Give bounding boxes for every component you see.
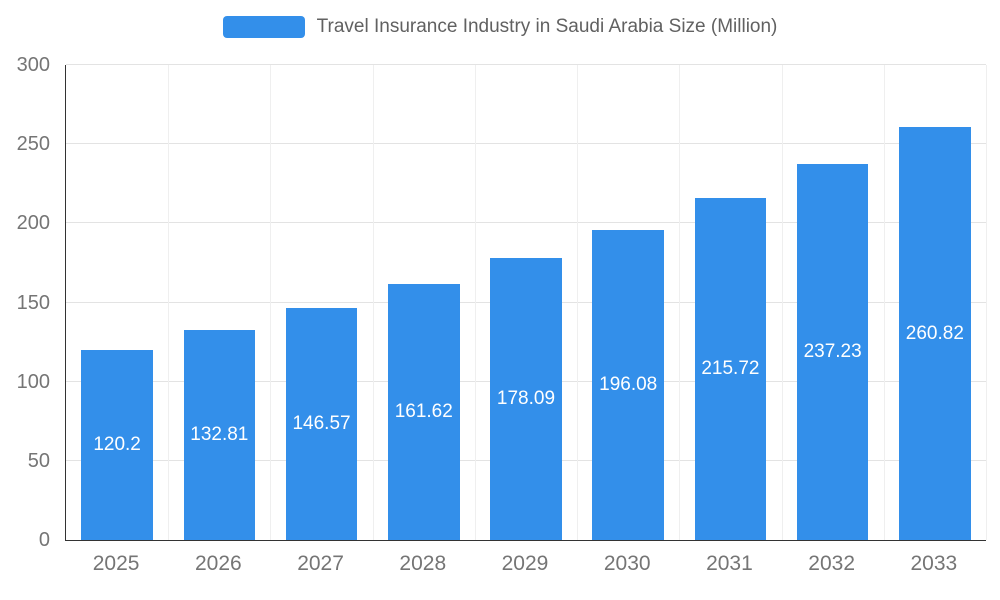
x-tick-label: 2025: [92, 552, 140, 575]
gridline-vertical: [883, 65, 885, 540]
x-tick-label: 2030: [603, 552, 651, 575]
bar-2025[interactable]: 120.2: [81, 349, 153, 540]
bar-value-label: 146.57: [292, 412, 351, 434]
x-tick-label: 2026: [194, 552, 242, 575]
gridline-vertical: [474, 65, 476, 540]
legend: Travel Insurance Industry in Saudi Arabi…: [0, 16, 1000, 38]
bar-2027[interactable]: 146.57: [285, 307, 358, 540]
y-tick-label: 300: [16, 54, 50, 76]
plot-area: 120.2 132.81 146.57 161.62 178.09 196.08 215.7…: [65, 64, 987, 541]
y-tick-label: 250: [16, 133, 50, 156]
bar-2033[interactable]: 260.82: [899, 127, 971, 540]
gridline-vertical: [372, 65, 374, 540]
x-tick-label: 2032: [808, 552, 855, 575]
bar-band: 161.62: [373, 65, 475, 540]
y-tick-label: 100: [16, 370, 50, 393]
bar-band: 146.57: [270, 65, 372, 540]
bar-value-label: 178.09: [496, 388, 556, 410]
x-tick-label: 2031: [706, 552, 753, 575]
chart-title: Travel Insurance Industry in Saudi Arabi…: [316, 16, 778, 37]
bar-band: 237.23: [782, 65, 884, 540]
x-tick-label: 2028: [399, 552, 447, 575]
gridline-horizontal: [66, 64, 986, 65]
gridline-horizontal: [66, 222, 986, 224]
gridline-vertical: [679, 65, 681, 540]
bar-2028[interactable]: 161.62: [387, 284, 460, 540]
bar-band: 215.72: [679, 65, 781, 540]
bar-value-label: 161.62: [394, 401, 453, 423]
gridline-vertical: [270, 65, 272, 540]
gridline-vertical: [577, 65, 579, 540]
bars: 120.2 132.81 146.57 161.62 178.09 196.08 215.7…: [66, 65, 986, 540]
gridline-vertical: [986, 65, 987, 540]
bar-band: 196.08: [577, 65, 679, 540]
bar-2032[interactable]: 237.23: [796, 164, 869, 540]
y-tick-label: 200: [16, 212, 50, 235]
x-tick-label: 2027: [297, 552, 344, 575]
y-tick-label: 0: [38, 529, 50, 551]
gridline-horizontal: [66, 143, 986, 145]
y-tick-label: 50: [27, 449, 50, 472]
bar-value-label: 237.23: [803, 341, 862, 363]
bar-band: 260.82: [884, 65, 986, 540]
bar-2030[interactable]: 196.08: [592, 229, 664, 540]
bar-2029[interactable]: 178.09: [490, 258, 562, 540]
y-axis: 0 50 100 150 200 250 300: [0, 55, 58, 550]
gridline-vertical: [168, 65, 170, 540]
x-tick-label: 2033: [910, 552, 958, 575]
bar-value-label: 260.82: [905, 322, 964, 344]
bar-value-label: 120.2: [93, 433, 141, 455]
bar-band: 120.2: [66, 65, 168, 540]
bar-value-label: 132.81: [190, 423, 249, 445]
bar-band: 178.09: [475, 65, 577, 540]
bar-2031[interactable]: 215.72: [694, 198, 767, 540]
y-tick-label: 150: [16, 291, 50, 314]
gridline-vertical: [781, 65, 783, 540]
bar-band: 132.81: [168, 65, 270, 540]
legend-swatch: [222, 16, 305, 38]
x-tick-label: 2029: [501, 552, 549, 575]
bar-value-label: 196.08: [599, 373, 658, 395]
bar-value-label: 215.72: [701, 358, 760, 380]
bar-2026[interactable]: 132.81: [183, 329, 256, 540]
x-axis: 2025 2026 2027 2028 2029 2030 2031 2032 2033: [65, 552, 985, 576]
